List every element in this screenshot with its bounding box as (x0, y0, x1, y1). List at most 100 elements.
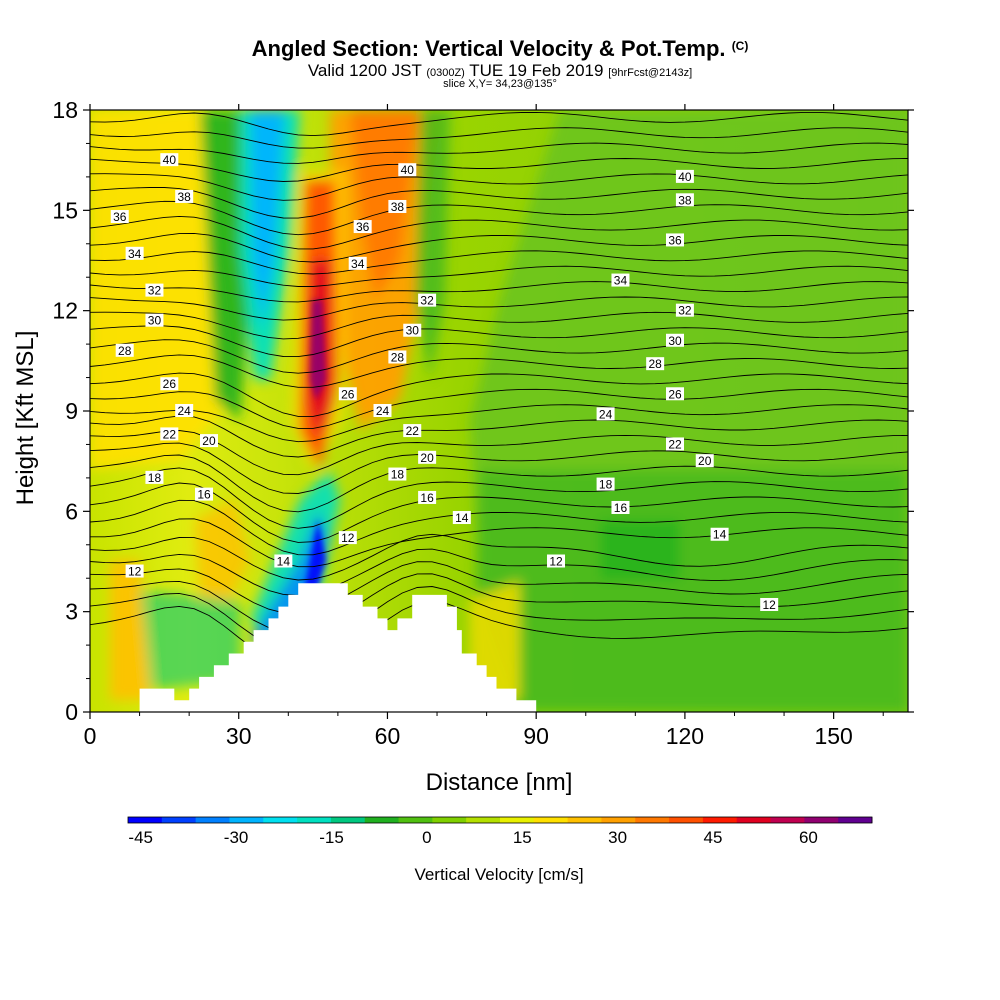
contour-label: 22 (665, 437, 684, 451)
svg-text:18: 18 (148, 471, 162, 485)
svg-text:36: 36 (668, 233, 682, 247)
contour-label: 38 (388, 199, 407, 214)
colorbar-tick-label: 15 (513, 828, 532, 847)
svg-text:36: 36 (356, 220, 370, 234)
pot-temp-isoline (90, 250, 908, 275)
contour-label: 30 (665, 333, 684, 348)
colorbar-swatch (567, 817, 602, 823)
pot-temp-isoline (90, 561, 908, 614)
svg-text:22: 22 (163, 427, 177, 441)
svg-text:16: 16 (614, 501, 628, 515)
contour-label: 40 (675, 169, 694, 184)
colorbar-swatch (500, 817, 535, 823)
svg-text:30: 30 (406, 324, 420, 338)
svg-text:16: 16 (420, 491, 434, 505)
svg-text:12: 12 (128, 565, 142, 579)
pot-temp-isoline (90, 354, 908, 388)
svg-text:20: 20 (698, 454, 712, 468)
colorbar-swatch (770, 817, 805, 823)
pot-temp-isoline (90, 372, 908, 417)
svg-text:34: 34 (128, 247, 142, 261)
colorbar-swatch (229, 817, 264, 823)
colorbar-swatch (736, 817, 772, 823)
contour-label: 30 (403, 323, 422, 338)
svg-text:36: 36 (113, 210, 127, 224)
svg-text:26: 26 (163, 377, 177, 391)
colorbar-swatch (669, 817, 704, 823)
x-axis-label: Distance [nm] (426, 769, 573, 796)
colorbar-swatch (702, 817, 738, 823)
colorbar-swatch (330, 817, 366, 823)
y-axis-label: Height [Kft MSL] (12, 331, 39, 506)
colorbar-tick-label: 0 (422, 828, 431, 847)
field-orange-west-mid (195, 500, 250, 600)
y-tick-label: 12 (52, 298, 78, 324)
pot-temp-isoline (90, 442, 908, 494)
svg-text:28: 28 (648, 357, 662, 371)
svg-text:20: 20 (420, 451, 434, 465)
svg-text:22: 22 (668, 437, 682, 451)
contour-label: 16 (418, 490, 437, 505)
x-tick-label: 150 (814, 723, 852, 749)
svg-text:26: 26 (341, 387, 355, 401)
pot-temp-isoline (90, 388, 908, 429)
contour-label: 20 (418, 450, 437, 465)
contour-label: 40 (398, 163, 417, 177)
y-tick-label: 3 (65, 599, 78, 625)
contour-label: 36 (353, 220, 372, 234)
contour-label: 14 (274, 554, 293, 569)
svg-text:16: 16 (197, 488, 211, 502)
contour-label: 38 (675, 193, 694, 207)
field-green-patch (600, 520, 680, 580)
colorbar-swatch (297, 817, 332, 823)
svg-text:38: 38 (391, 200, 405, 214)
pot-temp-isoline (90, 404, 908, 443)
svg-text:22: 22 (406, 424, 420, 438)
pot-temp-isoline (90, 415, 908, 458)
svg-text:18: 18 (391, 468, 405, 482)
pot-temp-isoline (90, 127, 908, 149)
pot-temp-isoline (90, 548, 908, 596)
colorbar-swatch (635, 817, 670, 823)
contour-label: 12 (547, 554, 566, 569)
svg-text:20: 20 (202, 434, 216, 448)
field-lee-downdraft-blue (250, 510, 328, 645)
pot-temp-isoline (90, 586, 908, 651)
svg-text:30: 30 (148, 314, 162, 328)
svg-text:40: 40 (678, 170, 692, 184)
colorbar-swatch (432, 817, 467, 823)
contour-label: 28 (388, 350, 407, 364)
contour-label: 38 (175, 189, 194, 204)
y-tick-label: 6 (65, 498, 78, 524)
pot-temp-contours (90, 111, 908, 668)
contour-label: 30 (145, 313, 164, 328)
contour-label: 26 (338, 387, 357, 401)
contour-label: 24 (175, 404, 194, 418)
svg-text:38: 38 (178, 190, 192, 204)
pot-temp-isoline (90, 467, 908, 529)
x-tick-label: 0 (84, 723, 97, 749)
colorbar-label: Vertical Velocity [cm/s] (414, 865, 583, 884)
colorbar: -45 -30 -15 0 15 30 45 60 (127, 816, 873, 847)
contour-label: 24 (596, 407, 615, 421)
colorbar-swatch (398, 817, 433, 823)
chart-subtitle: Valid 1200 JST (0300Z) TUE 19 Feb 2019 [… (307, 61, 693, 80)
contour-label: 20 (199, 434, 218, 448)
x-tick-label: 60 (375, 723, 401, 749)
svg-text:32: 32 (678, 304, 692, 318)
colorbar-swatch (263, 817, 298, 823)
contour-label: 40 (160, 153, 179, 167)
contour-label: 22 (403, 424, 422, 438)
contour-label: 32 (675, 303, 694, 318)
svg-text:34: 34 (351, 257, 365, 271)
svg-text:24: 24 (376, 404, 390, 418)
pot-temp-isoline (90, 142, 908, 164)
contour-label: 34 (611, 273, 630, 288)
pot-temp-isoline (90, 518, 908, 568)
colorbar-tick-label: 45 (704, 828, 723, 847)
contour-label: 18 (596, 477, 615, 492)
pot-temp-isoline (90, 281, 908, 303)
x-tick-label: 120 (666, 723, 704, 749)
field-green-band (200, 110, 250, 420)
